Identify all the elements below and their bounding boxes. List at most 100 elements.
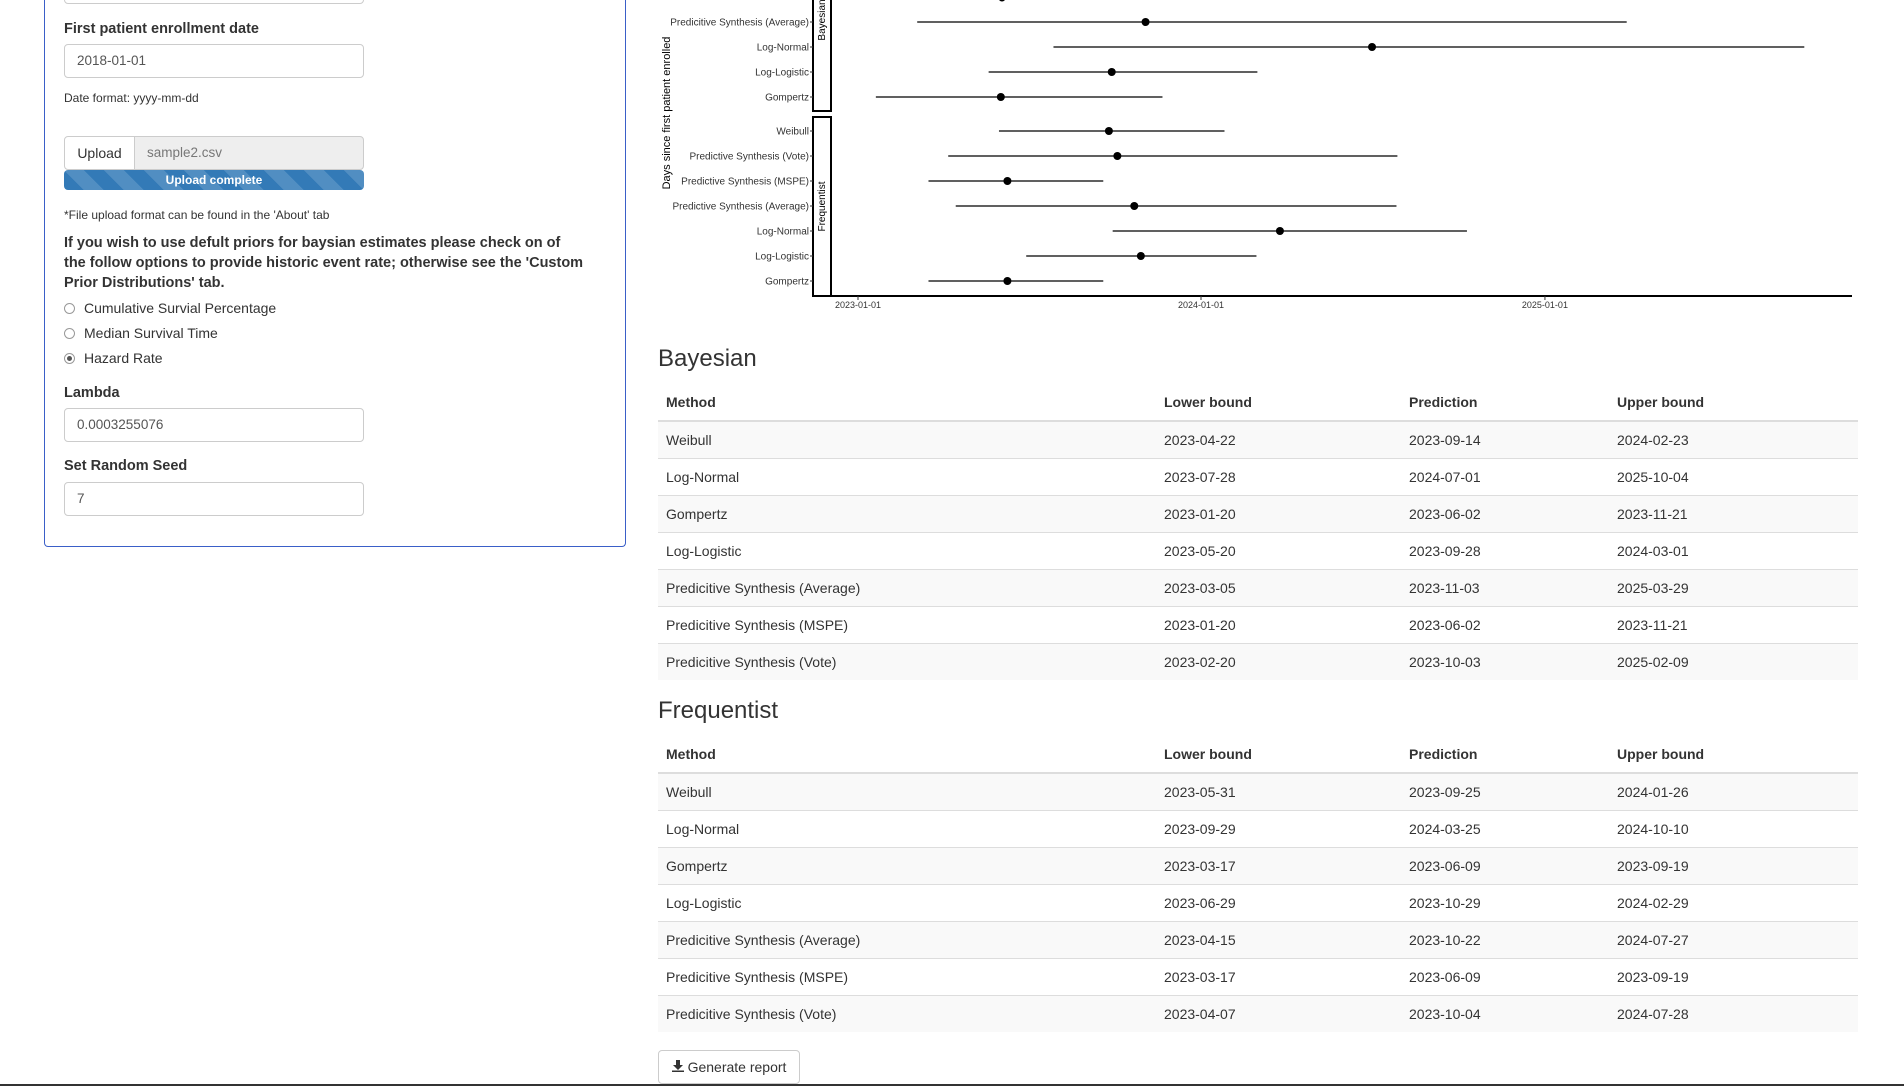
cell-method: Log-Logistic (658, 884, 1156, 922)
cell-lower: 2023-05-20 (1156, 532, 1401, 570)
radio-option-hazard[interactable]: Hazard Rate (64, 350, 163, 366)
method-tick-label: Predictive Synthesis (Vote) (690, 152, 810, 163)
method-tick-label: Weibull (776, 127, 809, 138)
prediction-point (1275, 227, 1284, 235)
prediction-point (1003, 277, 1012, 285)
cell-upper: 2023-11-21 (1609, 495, 1858, 533)
cell-prediction: 2023-09-25 (1401, 772, 1609, 811)
col-upper: Upper bound (1609, 735, 1858, 774)
cell-upper: 2023-09-19 (1609, 847, 1858, 885)
method-tick-label: Gompertz (765, 93, 809, 104)
method-tick-label: Predictive Synthesis (Average) (672, 202, 809, 213)
upload-button[interactable]: Upload (64, 136, 135, 170)
cell-lower: 2023-01-20 (1156, 606, 1401, 644)
x-tick-label: 2023-01-01 (835, 300, 881, 310)
method-tick-label: Gompertz (765, 277, 809, 288)
cell-lower: 2023-04-15 (1156, 921, 1401, 959)
prediction-forest-plot: Bayesian Predicitive Synthesis (Average) L… (661, 0, 1852, 310)
seed-input[interactable]: 7 (64, 482, 364, 516)
cell-prediction: 2023-09-14 (1401, 420, 1609, 459)
method-tick-label: Predictive Synthesis (MSPE) (681, 177, 809, 188)
prediction-point (1141, 18, 1150, 26)
cell-method: Predicitive Synthesis (Average) (658, 921, 1156, 959)
table-row: Log-Logistic 2023-05-20 2023-09-28 2024-03-… (658, 532, 1858, 570)
priors-instruction: If you wish to use defult priors for bay… (64, 235, 584, 291)
method-tick-label: Predicitive Synthesis (Average) (670, 18, 809, 29)
table-row: Predicitive Synthesis (Average) 2023-04-1… (658, 921, 1858, 959)
cell-prediction: 2023-09-28 (1401, 532, 1609, 570)
cell-method: Predicitive Synthesis (Vote) (658, 643, 1156, 680)
cell-upper: 2024-07-28 (1609, 995, 1858, 1032)
cropped-point (999, 0, 1005, 2)
table-row: Predicitive Synthesis (MSPE) 2023-01-20 20… (658, 606, 1858, 644)
radio-button-selected[interactable] (64, 352, 75, 364)
frequentist-table: Method Lower bound Prediction Upper boun… (658, 735, 1858, 1032)
cell-method: Gompertz (658, 495, 1156, 533)
col-prediction: Prediction (1401, 383, 1609, 422)
cell-upper: 2023-11-21 (1609, 606, 1858, 644)
cell-prediction: 2023-10-22 (1401, 921, 1609, 959)
enrollment-date-input[interactable]: 2018-01-01 (64, 44, 364, 78)
bayesian-table: Method Lower bound Prediction Upper boun… (658, 383, 1858, 680)
table-row: Weibull 2023-04-22 2023-09-14 2024-02-23 (658, 420, 1858, 459)
col-method: Method (658, 735, 1156, 774)
upload-progress-bar: Upload complete (64, 170, 364, 190)
col-upper: Upper bound (1609, 383, 1858, 422)
radio-button[interactable] (64, 302, 75, 314)
enrollment-date-label: First patient enrollment date (64, 21, 259, 37)
cell-upper: 2023-09-19 (1609, 958, 1858, 996)
cell-prediction: 2024-07-01 (1401, 458, 1609, 496)
cell-method: Weibull (658, 772, 1156, 811)
radio-button[interactable] (64, 327, 75, 339)
cell-upper: 2024-01-26 (1609, 772, 1858, 811)
cell-lower: 2023-04-07 (1156, 995, 1401, 1032)
lambda-label: Lambda (64, 385, 120, 401)
method-tick-label: Log-Logistic (755, 68, 809, 79)
cell-prediction: 2023-06-09 (1401, 847, 1609, 885)
prediction-point (1003, 177, 1012, 185)
facet-strip (812, 0, 832, 112)
cell-lower: 2023-02-20 (1156, 643, 1401, 680)
cell-method: Predicitive Synthesis (MSPE) (658, 958, 1156, 996)
radio-label: Hazard Rate (84, 350, 163, 366)
cell-method: Weibull (658, 420, 1156, 459)
report-button-label: Generate report (687, 1059, 787, 1075)
prediction-point (1113, 152, 1122, 160)
bayesian-title: Bayesian (658, 345, 757, 372)
lambda-input[interactable]: 0.0003255076 (64, 408, 364, 442)
cell-lower: 2023-05-31 (1156, 772, 1401, 811)
prediction-point (1104, 127, 1113, 135)
cell-prediction: 2023-10-03 (1401, 643, 1609, 680)
cell-lower: 2023-07-28 (1156, 458, 1401, 496)
generate-report-button[interactable]: Generate report (658, 1050, 800, 1084)
file-format-note: *File upload format can be found in the … (64, 208, 330, 222)
cell-upper: 2025-03-29 (1609, 569, 1858, 607)
frequentist-title: Frequentist (658, 697, 779, 724)
radio-label: Median Survival Time (84, 325, 218, 341)
table-row: Weibull 2023-05-31 2023-09-25 2024-01-26 (658, 772, 1858, 811)
cell-prediction: 2023-06-09 (1401, 958, 1609, 996)
cell-upper: 2024-02-23 (1609, 420, 1858, 459)
cell-upper: 2024-10-10 (1609, 810, 1858, 848)
cell-prediction: 2023-10-29 (1401, 884, 1609, 922)
date-format-note: Date format: yyyy-mm-dd (64, 91, 199, 105)
cell-upper: 2024-03-01 (1609, 532, 1858, 570)
radio-option-cumulative[interactable]: Cumulative Survial Percentage (64, 300, 276, 316)
table-row: Log-Normal 2023-09-29 2024-03-25 2024-10-10 (658, 810, 1858, 848)
method-tick-label: Log-Normal (757, 227, 809, 238)
prediction-point (1368, 43, 1377, 51)
cell-lower: 2023-06-29 (1156, 884, 1401, 922)
radio-option-median[interactable]: Median Survival Time (64, 325, 218, 341)
seed-label: Set Random Seed (64, 458, 188, 474)
facet-label: Bayesian (817, 0, 828, 41)
table-row: Log-Logistic 2023-06-29 2023-10-29 2024-02-… (658, 884, 1858, 922)
table-row: Predicitive Synthesis (MSPE) 2023-03-17 20… (658, 958, 1858, 996)
cell-method: Log-Logistic (658, 532, 1156, 570)
cell-method: Predicitive Synthesis (MSPE) (658, 606, 1156, 644)
upload-filename-field: sample2.csv (134, 136, 364, 170)
cell-prediction: 2024-03-25 (1401, 810, 1609, 848)
cell-prediction: 2023-10-04 (1401, 995, 1609, 1032)
x-tick-label: 2025-01-01 (1522, 300, 1568, 310)
prediction-point (1130, 202, 1139, 210)
cell-lower: 2023-03-05 (1156, 569, 1401, 607)
